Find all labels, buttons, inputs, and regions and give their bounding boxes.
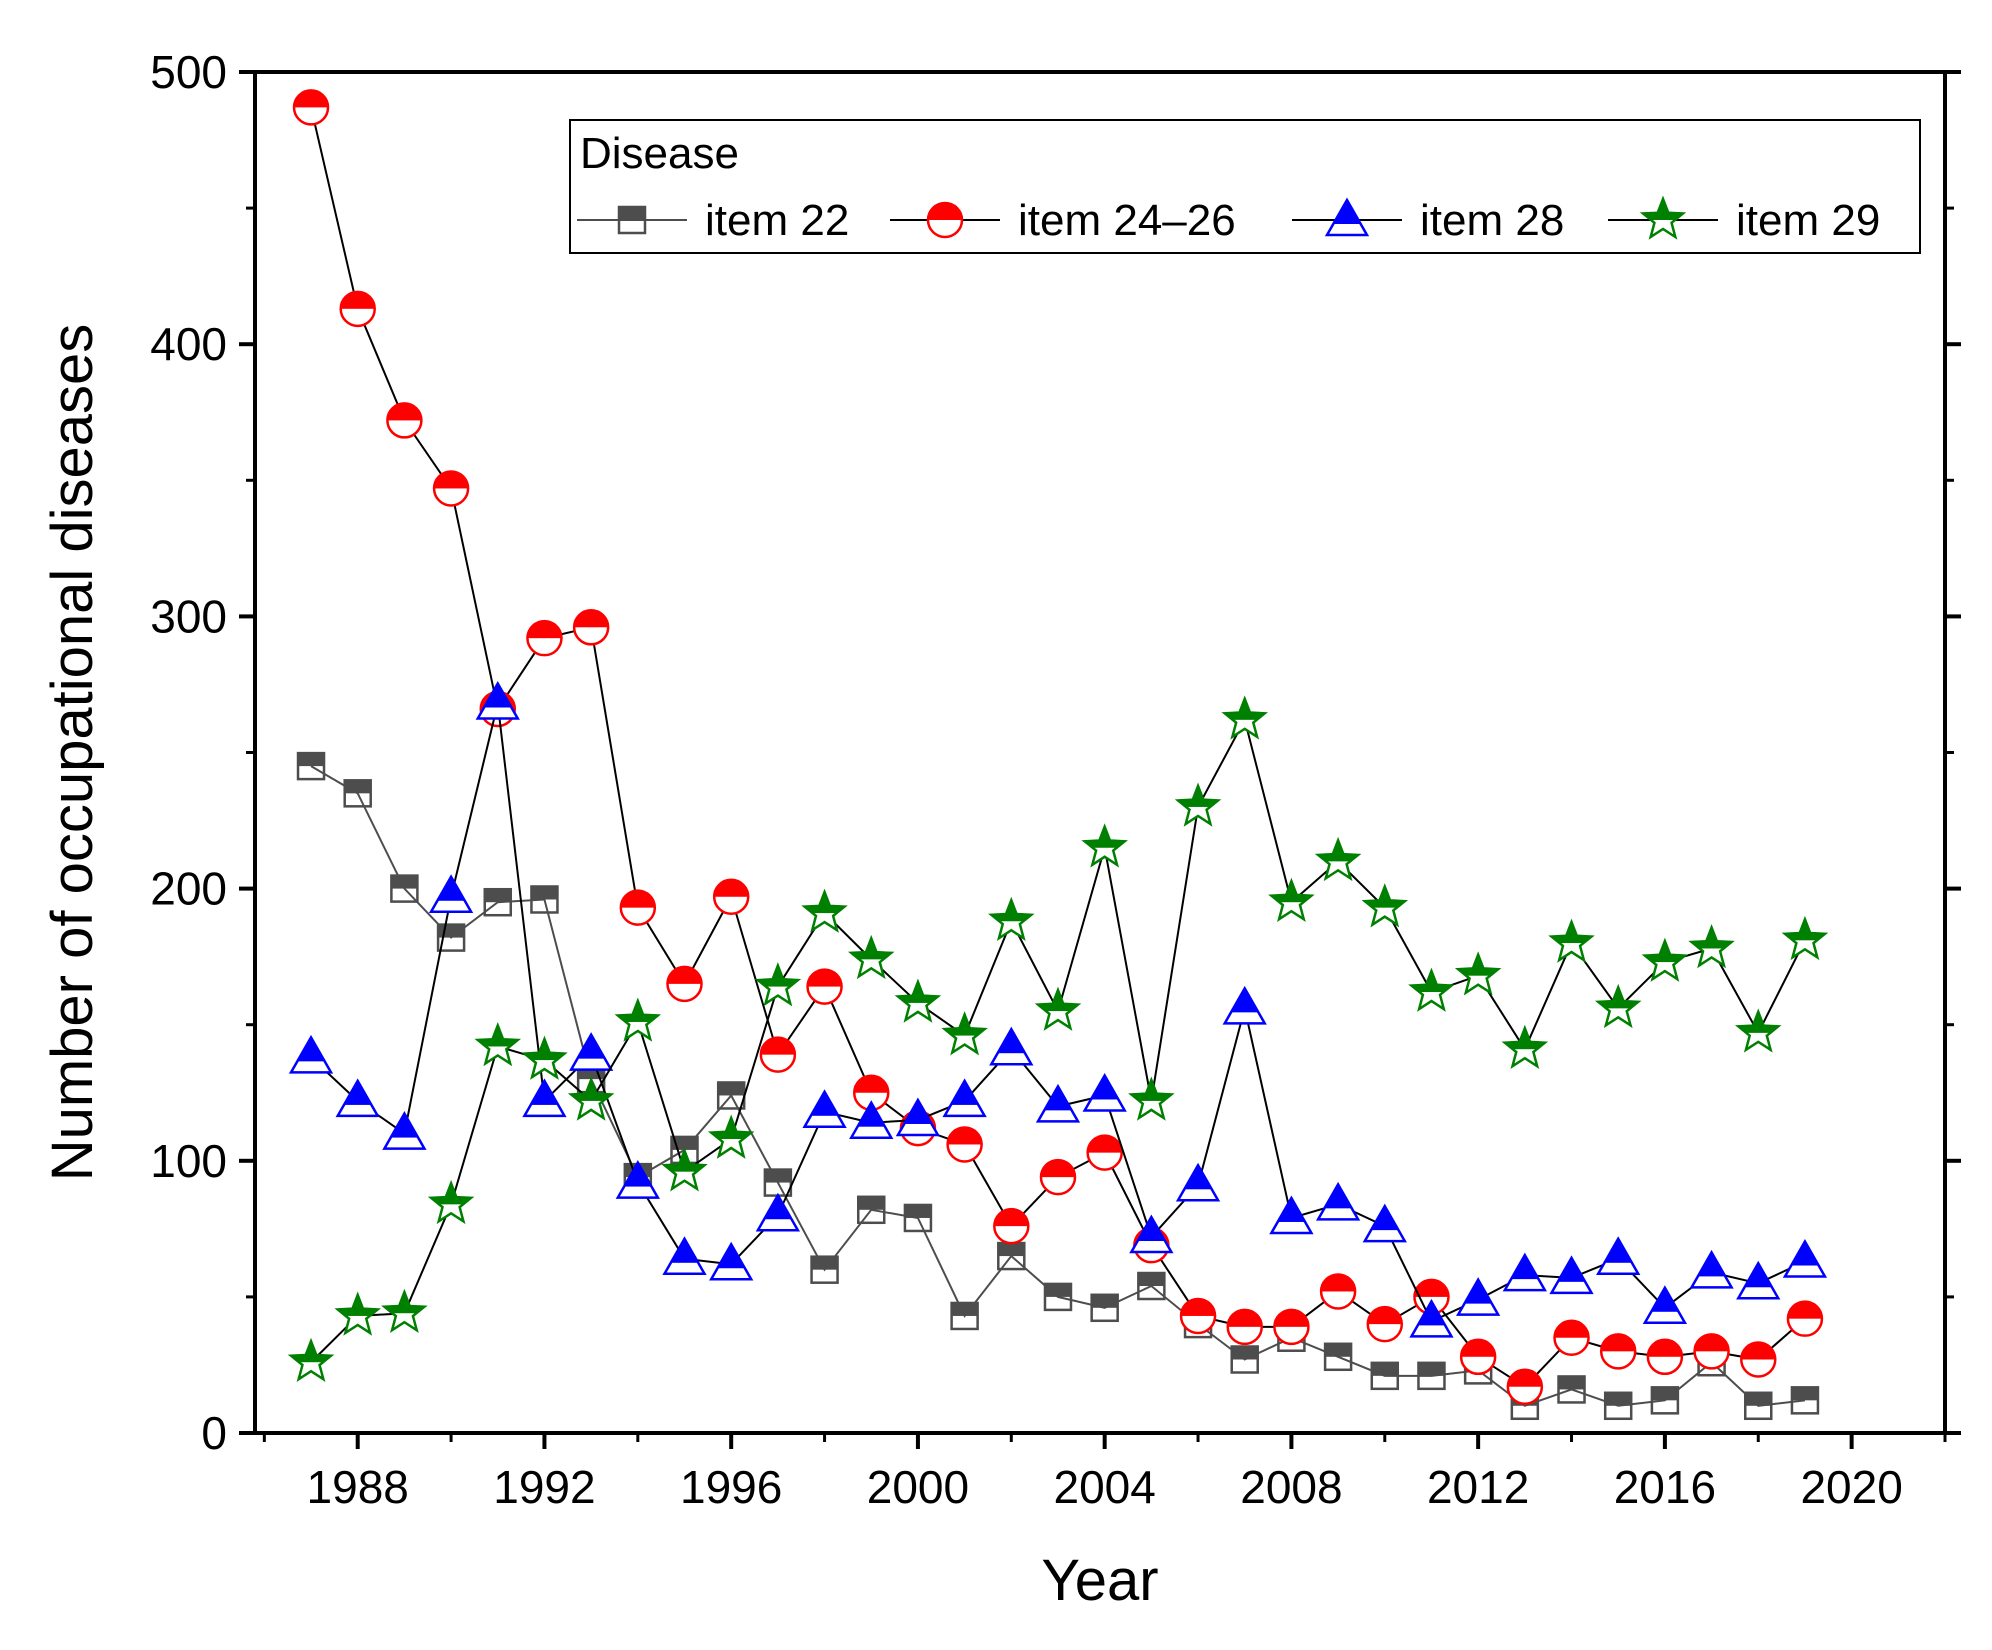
data-point: [1506, 1368, 1544, 1405]
data-point: [386, 402, 423, 439]
data-point: [530, 885, 559, 914]
x-tick-label: 1988: [307, 1461, 409, 1513]
data-point: [1039, 1158, 1077, 1196]
x-axis-title: Year: [1041, 1548, 1158, 1613]
legend-label: item 24–26: [1018, 196, 1236, 245]
data-point: [1744, 1391, 1773, 1421]
data-point: [1553, 1319, 1590, 1356]
data-point: [292, 89, 330, 126]
data-point: [1090, 1293, 1119, 1323]
data-point: [1086, 1134, 1123, 1171]
legend-box: [569, 119, 1921, 254]
legend-label: item 22: [705, 196, 849, 245]
data-point: [1323, 1342, 1353, 1372]
data-point: [526, 619, 563, 657]
legend-label: item 28: [1420, 196, 1564, 245]
x-tick-labels: 1988 1992 1996 2000 2004 2008 2012 2016 2020: [307, 1461, 1903, 1513]
data-point: [1740, 1341, 1777, 1378]
y-tick-labels: 0 100 200 300 400 500: [150, 46, 227, 1459]
x-tick-label: 1996: [680, 1461, 782, 1513]
data-point: [903, 1203, 933, 1233]
y-tick-label: 500: [150, 46, 227, 98]
x-tick-label: 2016: [1614, 1461, 1716, 1513]
plot-frame: [253, 70, 1947, 1435]
data-point: [856, 1195, 886, 1225]
data-point: [1459, 1338, 1497, 1376]
y-tick-label: 400: [150, 318, 227, 370]
data-point: [1230, 1345, 1259, 1374]
x-tick-label: 2012: [1427, 1461, 1529, 1513]
data-point: [432, 470, 470, 507]
legend-entry: item 29: [1608, 195, 1880, 245]
legend-entry: item 28: [1292, 196, 1564, 245]
x-tick-label: 2000: [867, 1461, 969, 1513]
data-point: [1557, 1375, 1586, 1404]
data-point: [1179, 1297, 1217, 1335]
legend-marker: [617, 205, 647, 235]
data-point: [950, 1301, 979, 1331]
y-axis-title: Number of occupational diseases: [40, 324, 105, 1182]
data-point: [1226, 1308, 1263, 1346]
data-point: [1137, 1271, 1166, 1301]
x-tick-label: 2008: [1240, 1461, 1342, 1513]
data-point: [339, 290, 376, 328]
legend: Disease item 22 item 24–26 item 28 item 29: [569, 119, 1921, 254]
x-tick-label: 1992: [493, 1461, 595, 1513]
data-point: [296, 751, 326, 781]
data-point: [806, 968, 843, 1005]
legend-label: item 29: [1736, 196, 1880, 245]
legend-marker: [926, 201, 964, 239]
data-point: [666, 965, 703, 1003]
data-point: [572, 609, 610, 646]
data-point: [619, 889, 657, 926]
data-point: [1319, 1273, 1357, 1310]
y-tick-label: 0: [201, 1407, 227, 1459]
legend-entry: item 24–26: [890, 196, 1236, 245]
data-point: [1273, 1308, 1310, 1346]
legend-title: Disease: [580, 129, 739, 178]
data-point: [759, 1036, 797, 1073]
data-point: [993, 1207, 1030, 1245]
data-point: [1790, 1386, 1820, 1415]
data-point: [1366, 1305, 1404, 1343]
data-point: [1370, 1361, 1400, 1391]
y-tick-label: 300: [150, 590, 227, 642]
data-point: [712, 878, 750, 916]
data-point: [946, 1126, 983, 1163]
data-point: [390, 874, 419, 903]
data-point: [1693, 1333, 1730, 1370]
data-point: [810, 1255, 839, 1284]
data-point: [1650, 1386, 1680, 1415]
legend-entry: item 22: [577, 196, 849, 245]
x-tick-label: 2020: [1800, 1461, 1902, 1513]
data-point: [1646, 1338, 1684, 1376]
x-tick-label: 2004: [1053, 1461, 1155, 1513]
data-point: [1603, 1391, 1633, 1421]
data-point: [1786, 1300, 1824, 1337]
legend-entries: item 22 item 24–26 item 28 item 29: [577, 195, 1880, 245]
data-point: [483, 887, 513, 917]
data-point: [1417, 1361, 1446, 1391]
y-tick-label: 200: [150, 863, 227, 915]
series-item-24-26: [292, 89, 1824, 1405]
data-point: [343, 779, 372, 808]
data-point: [1043, 1282, 1073, 1312]
data-point: [1599, 1333, 1637, 1370]
y-tick-label: 100: [150, 1135, 227, 1187]
